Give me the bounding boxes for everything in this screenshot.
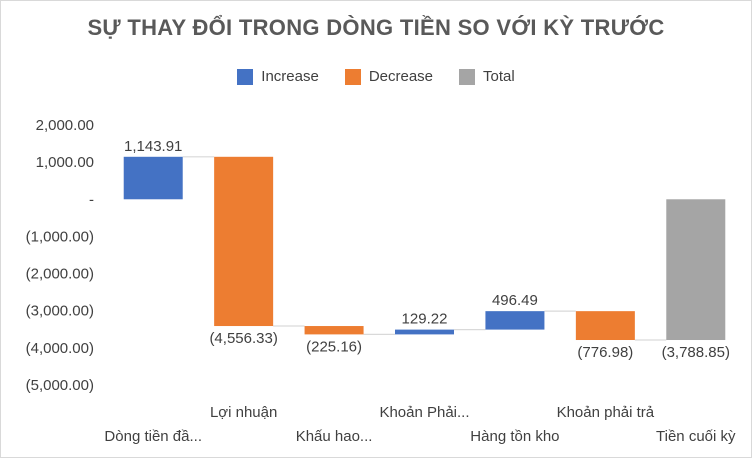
- legend-item-total: Total: [459, 68, 515, 85]
- legend-label-decrease: Decrease: [368, 68, 434, 85]
- y-tick-label: (1,000.00): [26, 228, 94, 245]
- x-category-label: Hàng tồn kho: [470, 428, 559, 445]
- data-label: (225.16): [306, 338, 362, 355]
- x-category-label: Khấu hao...: [296, 428, 373, 445]
- y-tick-label: 2,000.00: [36, 117, 94, 134]
- waterfall-bar: [214, 156, 274, 327]
- waterfall-bar: [304, 326, 364, 335]
- waterfall-bar: [575, 311, 635, 341]
- x-category-label: Khoản phải trả: [557, 404, 655, 421]
- x-category-label: Lợi nhuận: [210, 404, 277, 421]
- chart-legend: Increase Decrease Total: [1, 68, 751, 85]
- data-label: 129.22: [402, 311, 448, 328]
- legend-swatch-increase: [237, 68, 254, 85]
- y-tick-label: -: [89, 191, 94, 208]
- chart-title: SỰ THAY ĐỔI TRONG DÒNG TIỀN SO VỚI KỲ TR…: [87, 15, 665, 40]
- waterfall-bar: [123, 156, 183, 200]
- y-tick-label: (3,000.00): [26, 303, 94, 320]
- legend-item-increase: Increase: [237, 68, 319, 85]
- legend-item-decrease: Decrease: [344, 68, 434, 85]
- x-category-label: Khoản Phải...: [379, 404, 469, 421]
- waterfall-bar: [395, 329, 454, 335]
- data-label: 1,143.91: [124, 138, 182, 155]
- data-label: (4,556.33): [209, 330, 277, 347]
- x-category-label: Tiền cuối kỳ: [656, 428, 736, 445]
- data-label: 496.49: [492, 292, 538, 309]
- waterfall-bar: [485, 311, 545, 330]
- y-tick-label: (5,000.00): [26, 377, 94, 394]
- data-label: (776.98): [577, 344, 633, 361]
- data-label: (3,788.85): [662, 344, 730, 361]
- y-tick-label: (4,000.00): [26, 340, 94, 357]
- legend-label-total: Total: [483, 68, 515, 85]
- legend-label-increase: Increase: [261, 68, 319, 85]
- y-tick-label: (2,000.00): [26, 266, 94, 283]
- y-tick-label: 1,000.00: [36, 154, 94, 171]
- x-category-label: Dòng tiền đầ...: [104, 428, 202, 445]
- waterfall-bar: [666, 199, 726, 341]
- legend-swatch-total: [459, 68, 476, 85]
- legend-swatch-decrease: [344, 68, 361, 85]
